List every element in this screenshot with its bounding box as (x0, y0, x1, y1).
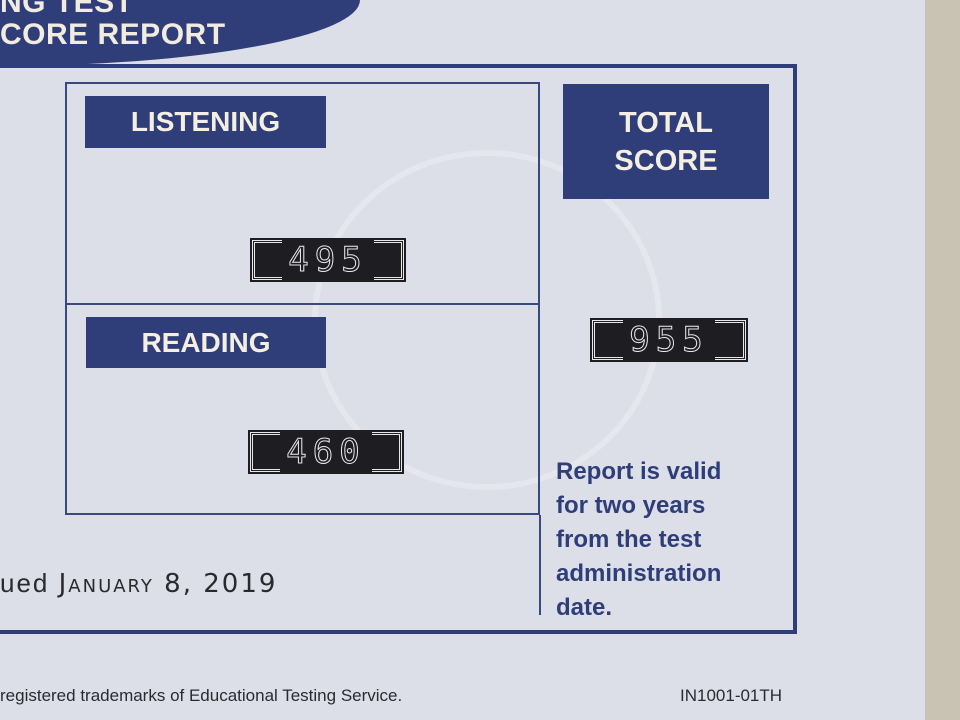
listening-score: 495 (250, 238, 406, 282)
header-title-line2: CORE REPORT (0, 18, 226, 51)
validity-line: from the test (556, 526, 702, 553)
score-report-paper: NG TEST CORE REPORT LISTENING 495 READIN… (0, 0, 925, 720)
section-scores-box (65, 82, 540, 515)
listening-score-value: 495 (282, 240, 374, 281)
reading-score-value: 460 (280, 432, 372, 473)
total-label-line2: SCORE (614, 144, 718, 177)
form-code: IN1001-01TH (680, 686, 783, 705)
total-score-label: TOTAL SCORE (563, 84, 769, 199)
validity-line: date. (556, 594, 613, 621)
listening-label: LISTENING (85, 96, 326, 148)
issued-date-value: January 8, 2019 (58, 569, 278, 599)
issued-date: ued January 8, 2019 (0, 568, 277, 599)
reading-score: 460 (248, 430, 404, 474)
validity-line: for two years (556, 492, 706, 519)
issued-prefix: ued (0, 568, 50, 598)
validity-line: administration (556, 560, 722, 587)
validity-note: Report is valid for two years from the t… (556, 455, 776, 625)
header-title-line1: NG TEST (0, 0, 134, 19)
total-score-value: 955 (623, 320, 715, 361)
total-score: 955 (590, 318, 748, 362)
score-frame (0, 64, 797, 634)
total-label-line1: TOTAL (619, 106, 713, 139)
reading-label: READING (86, 317, 326, 368)
divider (539, 515, 541, 615)
trademark-notice: registered trademarks of Educational Tes… (0, 686, 403, 705)
divider (65, 303, 540, 305)
validity-line: Report is valid (556, 458, 722, 485)
